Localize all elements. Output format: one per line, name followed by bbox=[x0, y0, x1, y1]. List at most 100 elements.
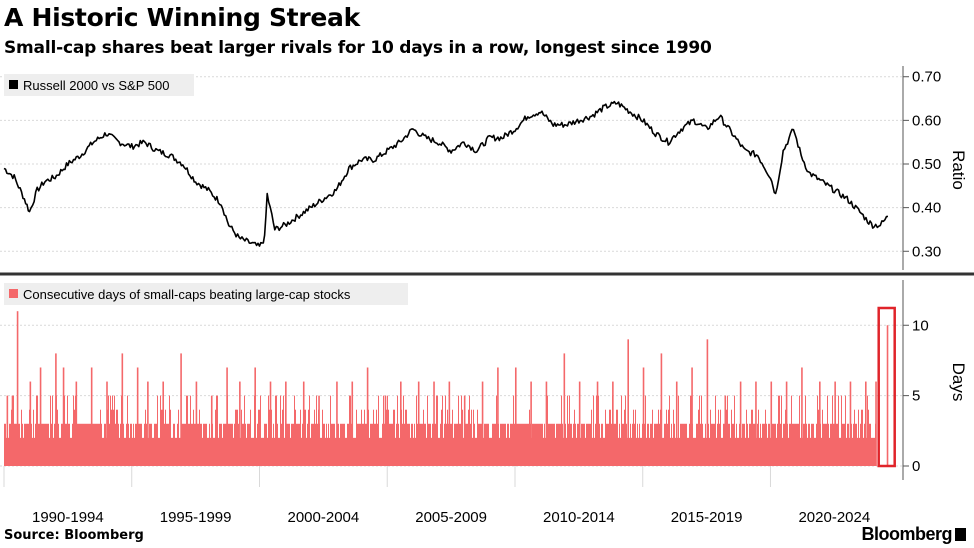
day-bar bbox=[340, 423, 341, 466]
day-bar bbox=[537, 423, 538, 466]
day-bar bbox=[130, 423, 131, 466]
day-bar bbox=[623, 423, 624, 466]
streak-bar bbox=[384, 395, 387, 466]
day-bar bbox=[218, 437, 219, 466]
day-bar bbox=[188, 423, 189, 466]
day-bar bbox=[84, 423, 85, 466]
x-tick-label: 2000-2004 bbox=[287, 509, 359, 526]
day-bar bbox=[683, 423, 684, 466]
day-bar bbox=[715, 395, 716, 466]
day-bar bbox=[656, 423, 657, 466]
day-bar bbox=[381, 437, 382, 466]
day-bar bbox=[723, 423, 724, 466]
day-bar bbox=[353, 437, 354, 466]
day-bar bbox=[80, 423, 81, 466]
day-bar bbox=[358, 423, 359, 466]
day-bar bbox=[680, 423, 681, 466]
day-bar bbox=[203, 423, 204, 466]
streak-bar bbox=[834, 381, 836, 466]
day-bar bbox=[302, 423, 303, 466]
day-bar bbox=[22, 423, 23, 466]
day-bar bbox=[821, 437, 822, 466]
day-bar bbox=[484, 423, 485, 466]
day-bar bbox=[741, 437, 742, 466]
day-bar bbox=[441, 409, 442, 466]
day-bar bbox=[446, 423, 447, 466]
day-bar bbox=[123, 423, 124, 466]
day-bar bbox=[693, 437, 694, 466]
day-bar bbox=[143, 437, 144, 466]
x-tick-label: 2015-2019 bbox=[671, 509, 743, 526]
chart-subtitle: Small-cap shares beat larger rivals for … bbox=[4, 38, 712, 58]
day-bar bbox=[421, 423, 422, 466]
day-bar bbox=[427, 395, 428, 466]
day-bar bbox=[389, 423, 390, 466]
day-bar bbox=[425, 423, 426, 466]
day-bar bbox=[372, 423, 373, 466]
day-bar bbox=[555, 437, 556, 466]
day-bar bbox=[540, 423, 541, 466]
day-bar bbox=[455, 423, 456, 466]
day-bar bbox=[5, 423, 6, 466]
day-bar bbox=[100, 409, 101, 466]
day-bar bbox=[522, 423, 523, 466]
day-bar bbox=[694, 437, 695, 466]
day-bar bbox=[249, 423, 250, 466]
day-bar bbox=[335, 437, 336, 466]
day-bar bbox=[67, 395, 68, 466]
streak-bar bbox=[195, 381, 198, 466]
day-bar bbox=[569, 395, 570, 466]
day-bar bbox=[359, 423, 360, 466]
day-bar bbox=[794, 423, 795, 466]
day-bar bbox=[785, 409, 786, 466]
day-bar bbox=[141, 423, 142, 466]
day-bar bbox=[779, 395, 780, 466]
day-bar bbox=[645, 395, 646, 466]
day-bar bbox=[267, 437, 268, 466]
day-bar bbox=[170, 409, 171, 466]
day-bar bbox=[430, 423, 431, 466]
day-bar bbox=[664, 423, 665, 466]
day-bar bbox=[459, 423, 460, 466]
day-bar bbox=[197, 423, 198, 466]
day-bar bbox=[578, 423, 579, 466]
day-bar bbox=[753, 423, 754, 466]
day-bar bbox=[375, 423, 376, 466]
day-bar bbox=[745, 437, 746, 466]
day-bar bbox=[620, 437, 621, 466]
day-bar bbox=[202, 437, 203, 466]
day-bar bbox=[330, 395, 331, 466]
day-bar bbox=[588, 423, 589, 466]
day-bar bbox=[391, 423, 392, 466]
day-bar bbox=[787, 423, 788, 466]
day-bar bbox=[283, 395, 284, 466]
streak-bar bbox=[627, 339, 629, 466]
day-bar bbox=[322, 409, 323, 466]
day-bar bbox=[94, 423, 95, 466]
day-bar bbox=[70, 437, 71, 466]
day-bar bbox=[327, 437, 328, 466]
day-bar bbox=[54, 423, 55, 466]
day-bar bbox=[596, 395, 597, 466]
day-bar bbox=[323, 423, 324, 466]
streak-bar bbox=[785, 381, 788, 466]
day-bar bbox=[751, 409, 752, 466]
day-bar bbox=[409, 423, 410, 466]
day-bar bbox=[521, 423, 522, 466]
day-bar bbox=[59, 437, 60, 466]
day-bar bbox=[648, 423, 649, 466]
day-bar bbox=[257, 423, 258, 466]
day-bar bbox=[867, 395, 868, 466]
day-bar bbox=[296, 423, 297, 466]
day-bar bbox=[568, 423, 569, 466]
day-bar bbox=[830, 423, 831, 466]
day-bar bbox=[26, 423, 27, 466]
day-bar bbox=[698, 409, 699, 466]
day-bar bbox=[153, 437, 154, 466]
day-bar bbox=[529, 409, 530, 466]
day-bar bbox=[561, 395, 562, 466]
day-bar bbox=[732, 423, 733, 466]
days-legend-swatch bbox=[9, 289, 18, 298]
day-bar bbox=[301, 437, 302, 466]
day-bar bbox=[476, 437, 477, 466]
